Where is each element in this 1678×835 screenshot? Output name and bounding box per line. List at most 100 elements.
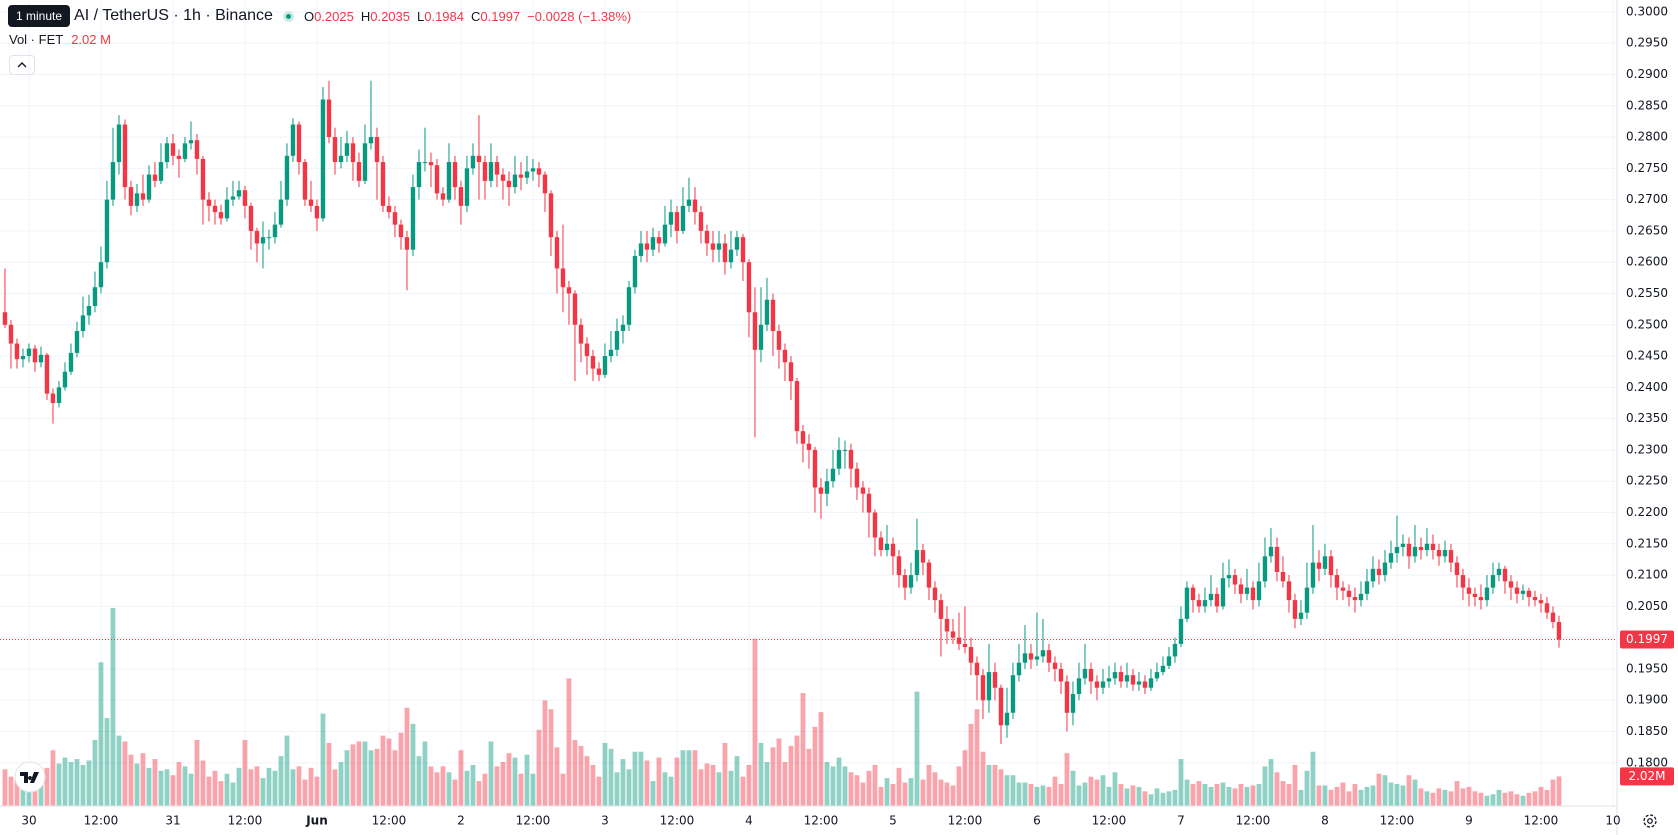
volume-bar	[1292, 764, 1298, 806]
candle-body	[1382, 562, 1388, 576]
candle-body	[380, 162, 386, 206]
candle-body	[506, 180, 512, 188]
settings-icon[interactable]	[1643, 814, 1657, 828]
volume-bar	[1454, 781, 1460, 806]
candle-body	[704, 230, 710, 244]
volume-bar	[1124, 788, 1130, 806]
candle-body	[638, 243, 644, 256]
volume-bar	[470, 764, 476, 806]
volume-bar	[1052, 776, 1058, 806]
candle-body	[926, 562, 932, 588]
candle-body	[998, 687, 1004, 726]
candle-body	[1316, 562, 1322, 569]
candle-body	[1088, 668, 1094, 682]
ohlc-label: H	[360, 8, 371, 24]
y-tick-label: 0.1850	[1626, 724, 1668, 738]
volume-bar	[632, 751, 638, 806]
candle-body	[356, 162, 362, 181]
candle-body	[740, 237, 746, 263]
candle-body	[176, 155, 182, 159]
logo-mark	[20, 772, 39, 783]
candle-body	[1412, 546, 1418, 557]
volume-bar	[1010, 775, 1016, 806]
candle-body	[722, 243, 728, 263]
volume-bar	[1328, 789, 1334, 806]
volume-bar	[770, 747, 776, 806]
volume-bar	[1370, 785, 1376, 806]
volume-bar	[638, 751, 644, 806]
volume-bar	[1496, 789, 1502, 806]
volume-bar	[836, 757, 842, 806]
volume-bar	[1550, 779, 1556, 806]
volume-bar	[1106, 786, 1112, 806]
volume-bar	[488, 741, 494, 806]
gear-inner	[1647, 818, 1653, 824]
candle-body	[446, 162, 452, 200]
candle-body	[1550, 612, 1556, 623]
candle-body	[1370, 568, 1376, 582]
volume-bar	[1046, 786, 1052, 806]
collapse-button[interactable]	[9, 55, 35, 75]
volume-bar	[242, 740, 248, 806]
candle-body	[872, 512, 878, 538]
candle-body	[674, 212, 680, 231]
candle-body	[134, 193, 140, 206]
volume-bar	[1286, 784, 1292, 806]
market-status[interactable]	[282, 10, 294, 22]
candle-body	[1544, 603, 1550, 613]
candle-body	[1478, 596, 1484, 601]
candle-body	[1436, 550, 1442, 557]
candle-body	[1514, 587, 1520, 594]
ohlc-value: 0.1997	[480, 8, 521, 24]
volume-bar	[296, 766, 302, 806]
candle-body	[902, 575, 908, 588]
y-tick-label: 0.1900	[1626, 693, 1668, 707]
symbol-title[interactable]: AI / TetherUS · 1h · Binance	[74, 7, 273, 24]
volume-bar	[1490, 794, 1496, 806]
volume-bar	[1094, 779, 1100, 806]
candle-body	[1466, 587, 1472, 594]
volume-bar	[1424, 791, 1430, 806]
candle-body	[818, 487, 824, 494]
x-tick-label: 9	[1465, 814, 1473, 828]
volume-bar	[506, 753, 512, 806]
volume-bar	[380, 735, 386, 806]
candle-body	[1460, 575, 1466, 588]
candle-body	[296, 124, 302, 163]
candle-body	[308, 199, 314, 206]
volume-bar	[1070, 770, 1076, 806]
volume-bar	[644, 760, 650, 806]
volume-bar	[194, 740, 200, 806]
volume-bar	[860, 782, 866, 806]
volume-bar	[956, 766, 962, 806]
y-tick-label: 0.1950	[1626, 661, 1668, 675]
candle-body	[1502, 568, 1508, 582]
candle-body	[1238, 584, 1244, 594]
volume-bar	[92, 740, 98, 806]
candle-body	[986, 672, 992, 701]
candle-body	[1208, 593, 1214, 601]
candle-body	[1166, 656, 1172, 666]
candle-body	[620, 324, 626, 332]
volume-bar	[1214, 784, 1220, 806]
candle-body	[38, 354, 44, 363]
candle-body	[212, 205, 218, 213]
candle-body	[626, 287, 632, 325]
volume-bar	[68, 762, 74, 806]
x-tick-label: 31	[165, 814, 180, 828]
volume-bar	[530, 773, 536, 806]
volume-bar	[362, 741, 368, 806]
volume-bar	[1394, 784, 1400, 806]
candle-body	[1424, 543, 1430, 551]
volume-bar	[1220, 782, 1226, 806]
volume-bar	[920, 779, 926, 806]
x-tick-label: 30	[21, 814, 36, 828]
candle-body	[1484, 587, 1490, 601]
candle-body	[548, 193, 554, 238]
volume-bar	[602, 742, 608, 806]
candle-body	[566, 287, 572, 294]
volume-bar	[344, 750, 350, 806]
volume-bar	[578, 745, 584, 806]
candle-body	[476, 155, 482, 163]
volume-bar	[1376, 773, 1382, 806]
